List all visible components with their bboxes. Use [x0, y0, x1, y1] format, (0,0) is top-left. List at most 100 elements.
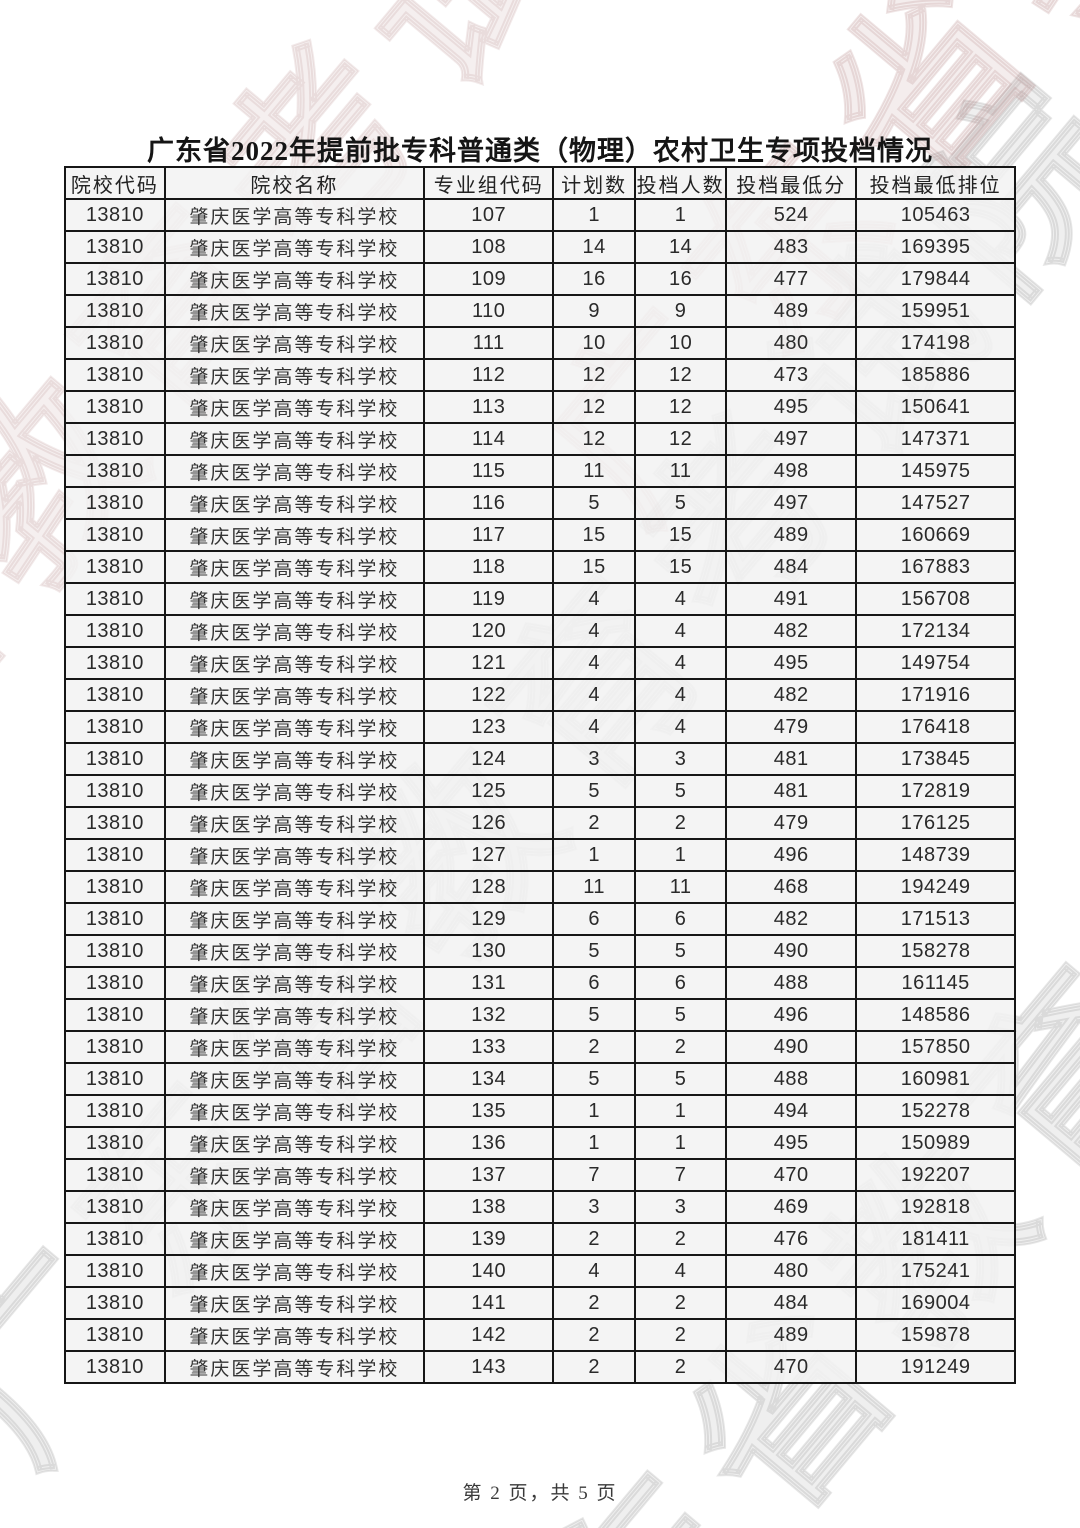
table-cell: 112 [423, 358, 555, 392]
table-cell: 5 [552, 1062, 636, 1096]
table-cell: 173845 [855, 742, 1016, 776]
table-cell: 4 [633, 1254, 728, 1288]
table-cell: 141 [423, 1286, 555, 1320]
table-cell: 138 [423, 1190, 555, 1224]
table-cell: 1 [552, 1094, 636, 1128]
table-cell: 13810 [64, 230, 166, 264]
school-name-cell: 肇庆医学高等专科学校 [163, 1286, 426, 1320]
table-cell: 13810 [64, 934, 166, 968]
school-name-cell: 肇庆医学高等专科学校 [163, 454, 426, 488]
table-cell: 4 [552, 678, 636, 712]
table-row: 13810 肇庆医学高等专科学校 116 5 5 497 147527 [64, 486, 1016, 520]
table-row: 13810 肇庆医学高等专科学校 109 16 16 477 179844 [64, 262, 1016, 296]
table-cell: 11 [552, 870, 636, 904]
school-name-cell: 肇庆医学高等专科学校 [163, 1190, 426, 1224]
table-cell: 1 [633, 1094, 728, 1128]
table-cell: 4 [633, 582, 728, 616]
table-row: 13810 肇庆医学高等专科学校 111 10 10 480 174198 [64, 326, 1016, 360]
table-cell: 14 [552, 230, 636, 264]
school-name-cell: 肇庆医学高等专科学校 [163, 390, 426, 424]
table-cell: 120 [423, 614, 555, 648]
table-cell: 176418 [855, 710, 1016, 744]
table-cell: 132 [423, 998, 555, 1032]
table-cell: 167883 [855, 550, 1016, 584]
table-cell: 524 [725, 198, 858, 232]
column-header: 投档人数 [633, 166, 728, 200]
table-cell: 5 [633, 934, 728, 968]
table-cell: 15 [552, 518, 636, 552]
table-cell: 149754 [855, 646, 1016, 680]
table-cell: 158278 [855, 934, 1016, 968]
table-row: 13810 肇庆医学高等专科学校 134 5 5 488 160981 [64, 1062, 1016, 1096]
table-cell: 13810 [64, 902, 166, 936]
table-cell: 108 [423, 230, 555, 264]
table-cell: 5 [633, 774, 728, 808]
table-cell: 12 [552, 358, 636, 392]
table-cell: 4 [633, 678, 728, 712]
table-row: 13810 肇庆医学高等专科学校 124 3 3 481 173845 [64, 742, 1016, 776]
table-cell: 4 [552, 710, 636, 744]
table-cell: 13810 [64, 358, 166, 392]
table-cell: 118 [423, 550, 555, 584]
table-cell: 13810 [64, 1094, 166, 1128]
table-cell: 172134 [855, 614, 1016, 648]
table-cell: 133 [423, 1030, 555, 1064]
table-row: 13810 肇庆医学高等专科学校 132 5 5 496 148586 [64, 998, 1016, 1032]
table-row: 13810 肇庆医学高等专科学校 118 15 15 484 167883 [64, 550, 1016, 584]
table-cell: 481 [725, 742, 858, 776]
table-cell: 13810 [64, 998, 166, 1032]
table-cell: 130 [423, 934, 555, 968]
table-row: 13810 肇庆医学高等专科学校 130 5 5 490 158278 [64, 934, 1016, 968]
table-row: 13810 肇庆医学高等专科学校 129 6 6 482 171513 [64, 902, 1016, 936]
table-cell: 136 [423, 1126, 555, 1160]
table-cell: 192207 [855, 1158, 1016, 1192]
table-cell: 13810 [64, 710, 166, 744]
column-header: 院校名称 [163, 166, 426, 200]
table-cell: 13810 [64, 198, 166, 232]
admission-table: 院校代码 院校名称 专业组代码 计划数 投档人数 投档最低分 投档最低排位 13810 肇庆医… [64, 166, 1016, 1384]
table-cell: 13810 [64, 1318, 166, 1352]
table-cell: 116 [423, 486, 555, 520]
table-cell: 111 [423, 326, 555, 360]
table-cell: 489 [725, 1318, 858, 1352]
school-name-cell: 肇庆医学高等专科学校 [163, 806, 426, 840]
school-name-cell: 肇庆医学高等专科学校 [163, 198, 426, 232]
table-cell: 2 [633, 1222, 728, 1256]
table-cell: 12 [633, 422, 728, 456]
table-cell: 5 [633, 486, 728, 520]
table-cell: 13810 [64, 390, 166, 424]
table-cell: 13810 [64, 262, 166, 296]
column-header: 投档最低分 [725, 166, 858, 200]
table-row: 13810 肇庆医学高等专科学校 140 4 4 480 175241 [64, 1254, 1016, 1288]
table-cell: 470 [725, 1350, 858, 1384]
table-row: 13810 肇庆医学高等专科学校 117 15 15 489 160669 [64, 518, 1016, 552]
table-row: 13810 肇庆医学高等专科学校 138 3 3 469 192818 [64, 1190, 1016, 1224]
table-cell: 1 [552, 1126, 636, 1160]
table-cell: 140 [423, 1254, 555, 1288]
school-name-cell: 肇庆医学高等专科学校 [163, 262, 426, 296]
table-cell: 480 [725, 1254, 858, 1288]
table-cell: 11 [633, 870, 728, 904]
table-cell: 482 [725, 678, 858, 712]
table-body: 13810 肇庆医学高等专科学校 107 1 1 524 105463 13810 肇庆医学高等… [64, 198, 1016, 1384]
table-row: 13810 肇庆医学高等专科学校 121 4 4 495 149754 [64, 646, 1016, 680]
page-number: 第 2 页，共 5 页 [462, 1483, 618, 1504]
table-cell: 117 [423, 518, 555, 552]
table-cell: 16 [633, 262, 728, 296]
table-cell: 13810 [64, 1190, 166, 1224]
table-row: 13810 肇庆医学高等专科学校 112 12 12 473 185886 [64, 358, 1016, 392]
table-cell: 13810 [64, 422, 166, 456]
table-cell: 13810 [64, 1062, 166, 1096]
table-cell: 123 [423, 710, 555, 744]
table-cell: 142 [423, 1318, 555, 1352]
table-cell: 10 [552, 326, 636, 360]
table-cell: 495 [725, 646, 858, 680]
table-cell: 5 [552, 774, 636, 808]
table-cell: 13810 [64, 1350, 166, 1384]
school-name-cell: 肇庆医学高等专科学校 [163, 934, 426, 968]
table-cell: 484 [725, 1286, 858, 1320]
table-cell: 147527 [855, 486, 1016, 520]
table-row: 13810 肇庆医学高等专科学校 133 2 2 490 157850 [64, 1030, 1016, 1064]
table-cell: 5 [552, 934, 636, 968]
